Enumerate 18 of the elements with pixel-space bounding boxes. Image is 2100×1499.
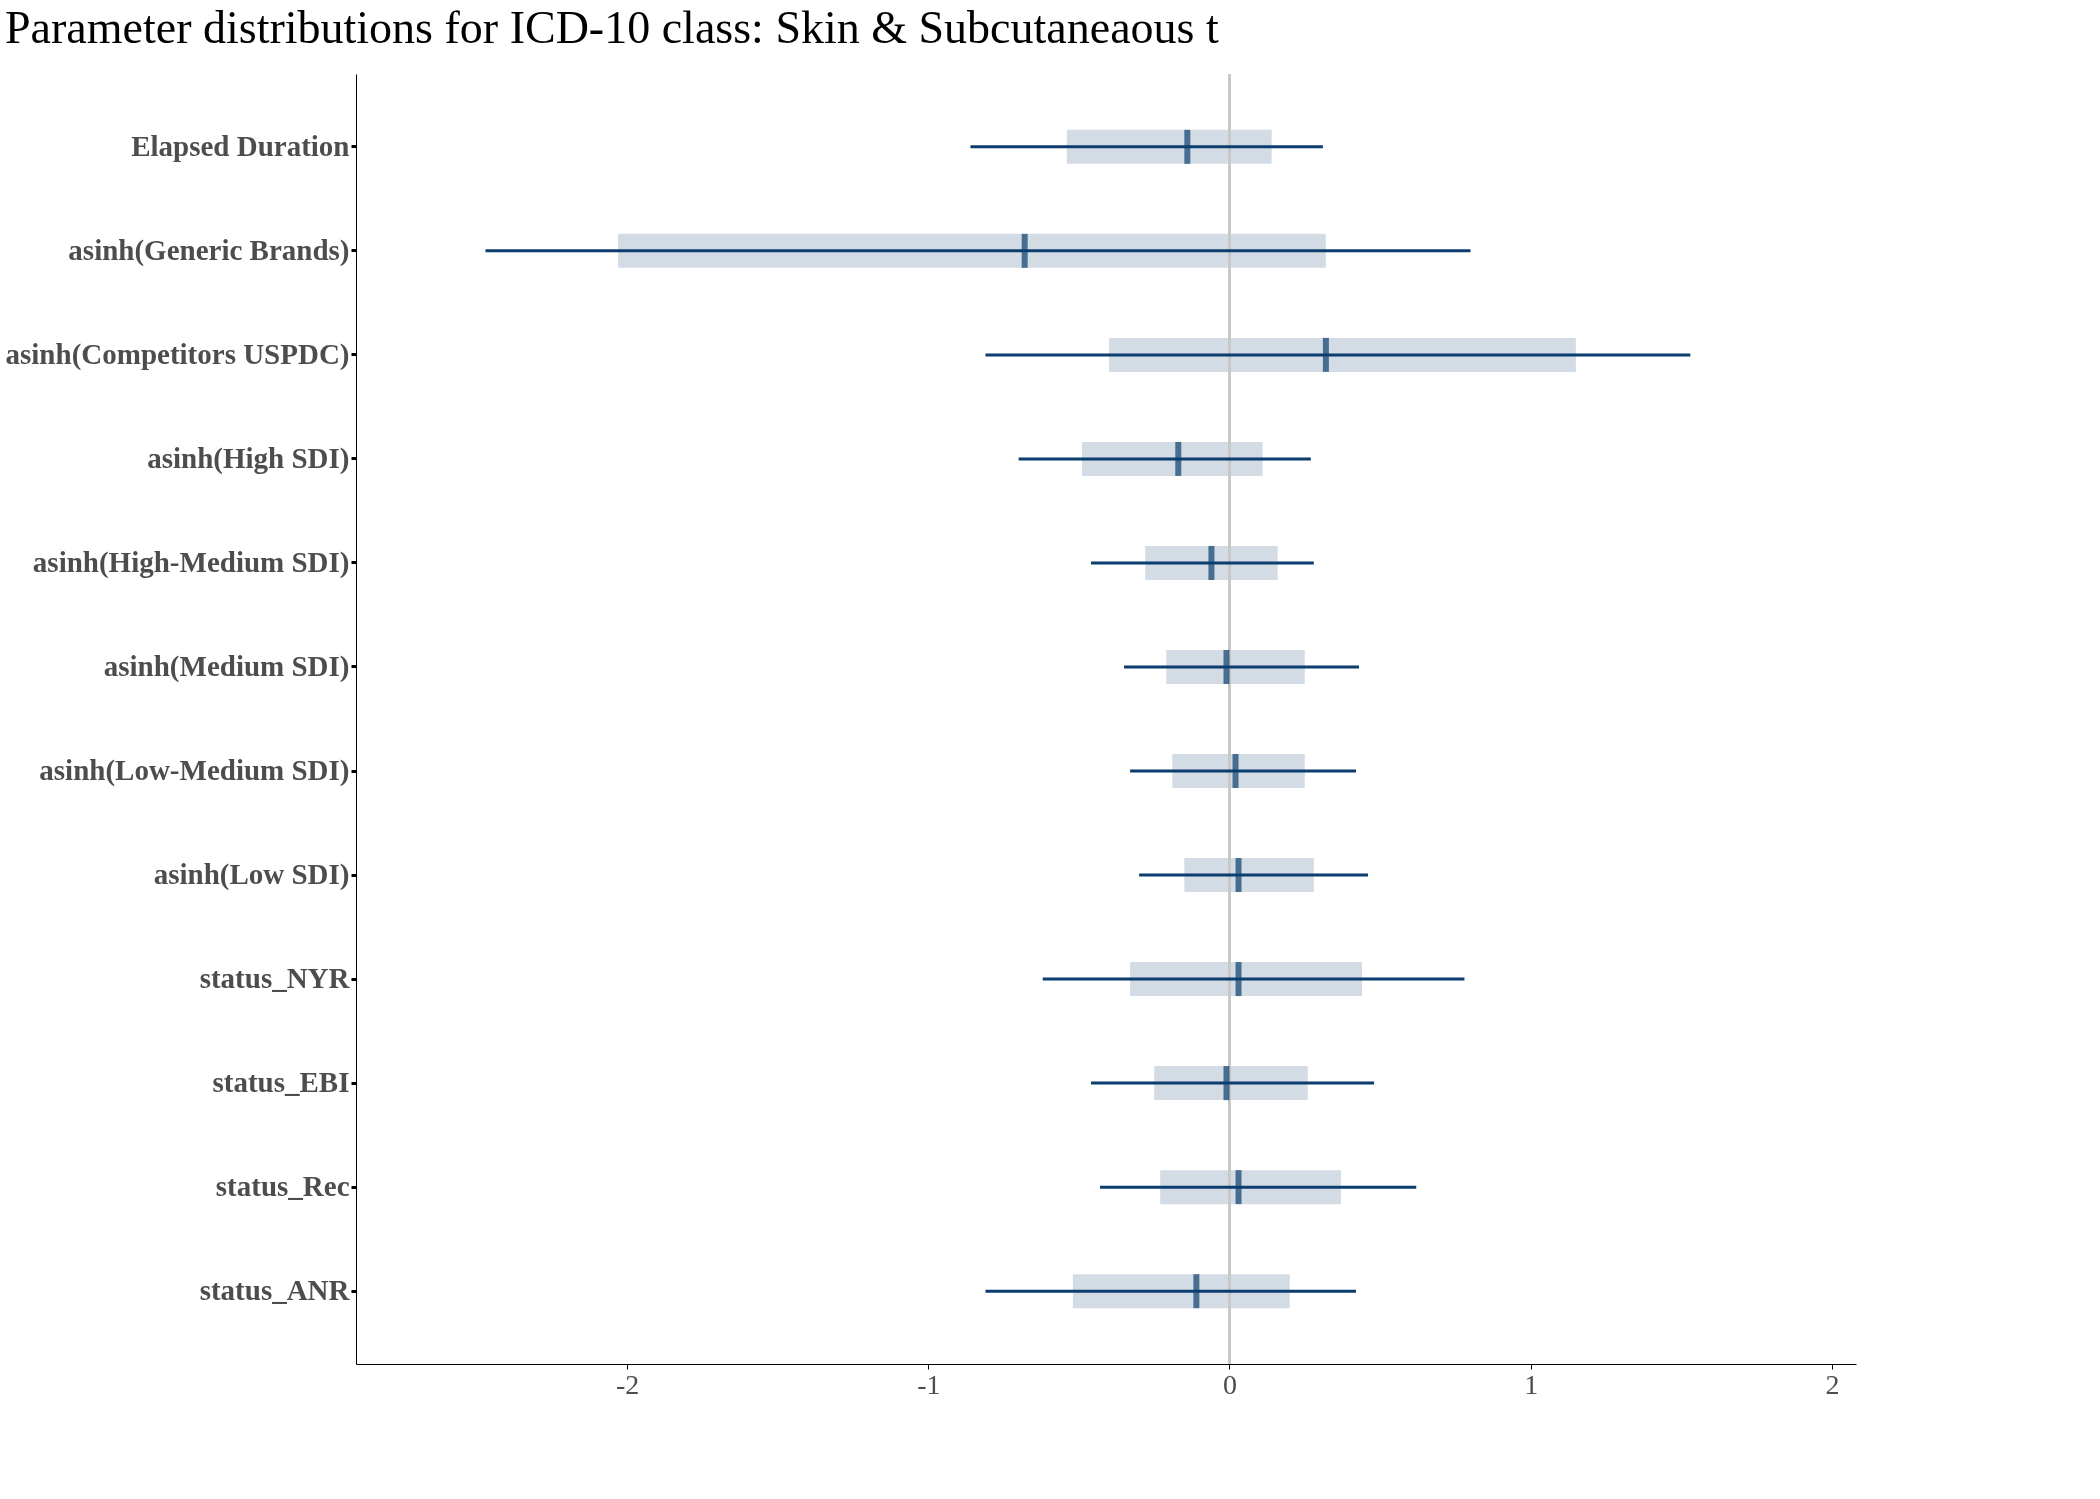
y-tick-label: asinh(Low SDI) xyxy=(153,858,350,892)
y-tick-label: asinh(Low-Medium SDI) xyxy=(39,754,350,788)
y-tick-label: asinh(Medium SDI) xyxy=(103,649,350,683)
y-tick-label: status_Rec xyxy=(215,1170,350,1203)
y-tick-label: status_ANR xyxy=(199,1274,351,1307)
y-tick-label: asinh(Generic Brands) xyxy=(68,233,350,267)
x-tick-label: -1 xyxy=(917,1368,941,1400)
x-tick-label: -2 xyxy=(615,1368,640,1400)
x-tick-label: 2 xyxy=(1825,1368,1840,1400)
y-tick-label: status_NYR xyxy=(199,962,351,995)
x-tick-label: 0 xyxy=(1222,1368,1237,1400)
y-tick-label: asinh(Competitors USPDC) xyxy=(5,337,350,371)
chart-title: Parameter distributions for ICD-10 class: Skin & Subcutaneaous t xyxy=(5,1,1219,53)
y-tick-label: asinh(High-Medium SDI) xyxy=(32,545,350,579)
y-tick-label: status_EBI xyxy=(212,1066,350,1099)
x-tick-label: 1 xyxy=(1524,1368,1539,1400)
y-tick-label: asinh(High SDI) xyxy=(147,441,350,475)
y-tick-label: Elapsed Duration xyxy=(131,129,350,162)
